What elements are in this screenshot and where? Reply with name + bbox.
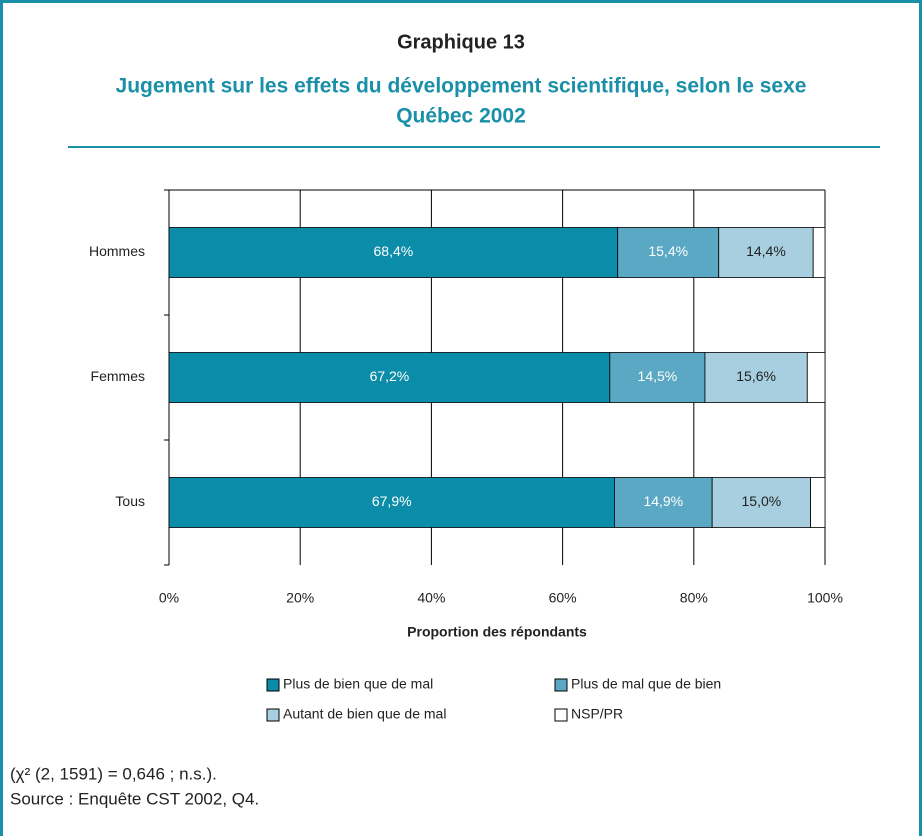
bar-segment [810,477,826,528]
note: Source : Enquête CST 2002, Q4. [10,789,259,808]
bar-segment [806,352,826,403]
bar-segment [711,477,811,528]
data-label: 14,9% [643,493,683,509]
bar-segment [168,477,615,528]
note: (χ² (2, 1591) = 0,646 ; n.s.). [10,764,217,783]
y-tick-label: Femmes [91,368,145,384]
legend-label: Plus de bien que de mal [283,676,433,692]
x-tick-label: 80% [680,590,708,606]
data-label: 68,4% [374,243,414,259]
legend-label: NSP/PR [571,706,623,722]
legend-swatch [266,708,280,722]
legend-swatch [266,678,280,692]
legend-label: Autant de bien que de mal [283,706,446,722]
legend-swatch [554,678,568,692]
data-label: 67,2% [370,368,410,384]
x-axis-label: Proportion des répondants [407,624,587,640]
bar-segment [609,352,706,403]
bar-segment [718,227,814,278]
data-label: 14,5% [638,368,678,384]
x-tick-label: 40% [417,590,445,606]
chart-heading: Graphique 13 [397,31,525,53]
data-label: 14,4% [746,243,786,259]
data-label: 67,9% [372,493,412,509]
chart-subtitle: Québec 2002 [396,105,526,128]
chart-title: Jugement sur les effets du développement… [116,75,807,98]
bar-segment [614,477,713,528]
legend-swatch [554,708,568,722]
x-tick-label: 20% [286,590,314,606]
data-label: 15,6% [736,368,776,384]
x-tick-label: 100% [807,590,843,606]
y-tick-label: Tous [115,493,145,509]
data-label: 15,4% [648,243,688,259]
legend-label: Plus de mal que de bien [571,676,721,692]
y-tick-label: Hommes [89,243,145,259]
x-tick-label: 0% [159,590,179,606]
bar-segment [812,227,826,278]
x-tick-label: 60% [549,590,577,606]
data-label: 15,0% [742,493,782,509]
bar-segment [704,352,808,403]
